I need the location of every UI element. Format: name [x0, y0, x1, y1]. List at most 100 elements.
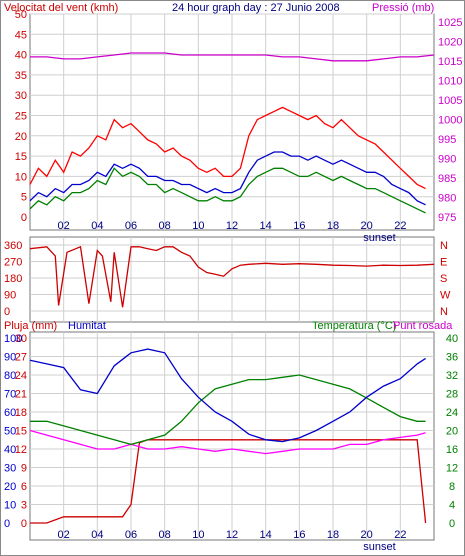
pressure-tick-label: 1000	[438, 114, 462, 126]
x-tick-label: 06	[125, 220, 137, 232]
wind-tick-label: 0	[21, 212, 27, 224]
x-tick-label: 18	[327, 529, 339, 541]
humidity-tick-label: 90	[4, 352, 16, 364]
temperature-tick-label: 40	[446, 333, 458, 345]
humidity-tick-label: 10	[4, 500, 16, 512]
rain-tick-label: 18	[15, 407, 27, 419]
dewpoint-line	[29, 429, 426, 455]
x-tick-label: 02	[58, 220, 70, 232]
wind-speed-line	[29, 167, 426, 214]
x-tick-label: 22	[394, 220, 406, 232]
humidity-tick-label: 60	[4, 407, 16, 419]
x-tick-label: 20	[361, 529, 373, 541]
temperature-tick-label: 28	[446, 389, 458, 401]
temperature-tick-label: 32	[446, 370, 458, 382]
wind-tick-label: 35	[15, 70, 27, 82]
rain-tick-label: 15	[15, 426, 27, 438]
temperature-tick-label: 20	[446, 426, 458, 438]
temperature-tick-label: 0	[449, 518, 455, 530]
x-tick-label: 08	[159, 529, 171, 541]
pressure-line	[30, 52, 435, 62]
sunset-label: sunset	[363, 232, 395, 244]
wind-tick-label: 15	[15, 151, 27, 163]
wind-gust-line	[29, 106, 426, 190]
wind-grid	[30, 13, 434, 230]
dewpoint-ylabel: Punt rosada	[393, 320, 453, 332]
temperature-ylabel: Temperatura (°C)	[312, 320, 396, 332]
direction-grid	[30, 237, 434, 322]
compass-tick-label: N	[440, 306, 448, 318]
x-tick-label: 20	[361, 220, 373, 232]
wind-tick-label: 25	[15, 111, 27, 123]
direction-tick-label: 270	[4, 257, 22, 269]
wind-tick-label: 5	[21, 192, 27, 204]
pressure-tick-label: 1025	[438, 17, 462, 29]
x-tick-label: 14	[260, 529, 272, 541]
humidity-tick-label: 0	[4, 518, 10, 530]
pressure-ylabel: Pressió (mb)	[372, 2, 434, 14]
humidity-tick-label: 30	[4, 463, 16, 475]
direction-tick-label: 360	[4, 240, 22, 252]
x-tick-label: 12	[226, 220, 238, 232]
humidity-ylabel: Humitat	[68, 320, 106, 332]
humidity-tick-label: 70	[4, 389, 16, 401]
wind-tick-label: 50	[15, 9, 27, 21]
pressure-tick-label: 975	[438, 212, 456, 224]
x-tick-label: 14	[260, 220, 272, 232]
x-tick-label: 10	[192, 220, 204, 232]
pressure-tick-label: 995	[438, 134, 456, 146]
rain-line	[30, 439, 427, 524]
wind-average-line	[29, 151, 426, 206]
humidity-tick-label: 100	[4, 333, 22, 345]
x-tick-label: 16	[293, 529, 305, 541]
x-tick-label: 22	[394, 529, 406, 541]
rain-tick-label: 21	[15, 389, 27, 401]
compass-tick-label: S	[440, 273, 447, 285]
x-tick-label: 02	[58, 529, 70, 541]
humidity-tick-label: 40	[4, 444, 16, 456]
compass-tick-label: E	[440, 257, 447, 269]
pressure-tick-label: 985	[438, 173, 456, 185]
rain-tick-label: 3	[21, 500, 27, 512]
direction-tick-label: 90	[4, 290, 16, 302]
x-tick-label: 04	[91, 220, 103, 232]
chart-title: 24 hour graph day : 27 Junio 2008	[172, 2, 340, 14]
wind-tick-label: 10	[15, 171, 27, 183]
chart-labels: 0510152025303540455097598098599099510001…	[4, 9, 462, 553]
pressure-tick-label: 1020	[438, 36, 462, 48]
pressure-tick-label: 980	[438, 192, 456, 204]
pressure-tick-label: 1010	[438, 75, 462, 87]
rain-tick-label: 0	[21, 518, 27, 530]
temperature-tick-label: 36	[446, 352, 458, 364]
pressure-tick-label: 990	[438, 153, 456, 165]
temperature-tick-label: 4	[449, 500, 455, 512]
x-tick-label: 04	[91, 529, 103, 541]
temperature-tick-label: 16	[446, 444, 458, 456]
direction-tick-label: 0	[4, 306, 10, 318]
wind-tick-label: 20	[15, 131, 27, 143]
wind-direction-line	[29, 245, 435, 308]
rain-tick-label: 12	[15, 444, 27, 456]
rain-tick-label: 30	[15, 333, 27, 345]
sunset-label: sunset	[363, 541, 395, 553]
humidity-line	[29, 348, 426, 443]
chart-marks	[29, 52, 435, 524]
wind-tick-label: 45	[15, 29, 27, 41]
temperature-line	[30, 374, 426, 446]
wind-tick-label: 40	[15, 50, 27, 62]
compass-tick-label: N	[440, 240, 448, 252]
rain-ylabel: Pluja (mm)	[4, 320, 57, 332]
rain-tick-label: 6	[21, 481, 27, 493]
x-tick-label: 08	[159, 220, 171, 232]
pressure-tick-label: 1005	[438, 95, 462, 107]
compass-tick-label: W	[440, 290, 451, 302]
wind-tick-label: 30	[15, 90, 27, 102]
rain-tick-label: 27	[15, 352, 27, 364]
rain-tick-label: 24	[15, 370, 27, 382]
humidity-tick-label: 20	[4, 481, 16, 493]
wind-ylabel: Velocitat del vent (kmh)	[4, 2, 118, 14]
pressure-tick-label: 1015	[438, 56, 462, 68]
temperature-tick-label: 8	[449, 481, 455, 493]
